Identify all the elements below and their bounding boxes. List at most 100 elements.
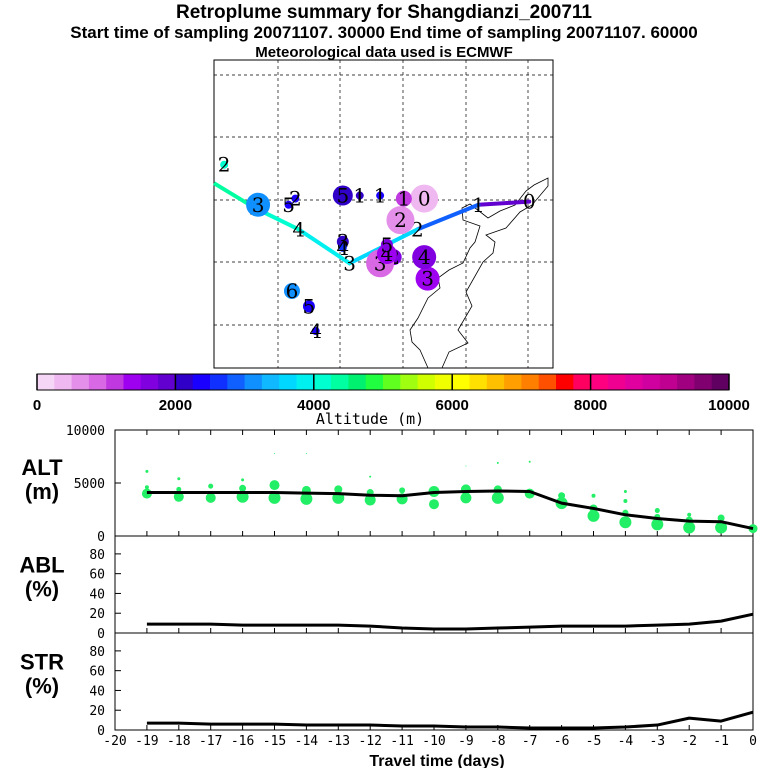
colorbar-tick-label: 8000 [574,397,607,414]
trajectory-day-label: 0 [523,190,536,214]
colorbar-swatch [158,374,176,390]
alt-cluster-point [717,514,725,522]
colorbar-swatch [88,374,107,390]
colorbar-swatch [573,374,592,390]
alt-cluster-point [176,486,182,492]
map-cluster-marker [283,283,300,299]
alt-cluster-point [460,492,472,504]
colorbar-swatch [642,374,661,390]
colorbar-swatch [227,374,246,390]
trajectory-day-label: 1 [472,193,485,217]
x-tick-label: -2 [681,734,697,749]
trajectory-day-label: 2 [411,217,424,241]
alt-cluster-point [623,489,627,493]
colorbar-swatch [244,374,263,390]
map-cluster-marker [376,191,385,200]
y-tick-label: 20 [89,607,105,622]
x-tick-label: -4 [618,734,634,749]
colorbar-swatch [192,374,211,390]
map-cluster-marker [380,238,393,251]
map-cluster-marker [284,200,293,209]
alt-cluster-point [208,483,214,489]
colorbar-swatch [521,374,540,390]
alt-cluster-point [300,492,313,505]
x-tick-label: -15 [263,734,286,749]
colorbar-swatch [504,374,522,390]
colorbar-swatch [175,374,194,390]
trajectory-segment [476,199,532,207]
map-cluster-label: 5 [381,233,394,257]
colorbar-swatch [469,374,488,390]
alt-cluster-point [623,499,628,504]
colorbar-swatch [37,374,55,390]
alt-cluster-point [491,491,504,504]
colorbar-swatch [71,374,90,390]
map-cluster-marker [332,185,353,206]
panel-ylabel: ALT [21,455,63,480]
alt-cluster-point [654,508,660,514]
map-cluster-marker [336,235,349,248]
chart-title: Retroplume summary for Shangdianzi_20071… [175,2,593,23]
y-tick-label: 60 [89,568,105,583]
panel-str: 0 20 40 60 80 STR(%) [20,632,754,739]
alt-cluster-point [305,452,307,454]
alt-cluster-point [399,487,406,494]
panel-alt: 0 5000 10000 ALT(m) [21,424,758,545]
colorbar-swatch [313,374,332,390]
abl-series-line [146,612,754,631]
panel-frame [114,632,754,731]
colorbar-swatch [607,374,626,390]
map-cluster-marker [338,243,347,252]
map-cluster-marker [386,206,415,235]
x-tick-label: -13 [327,734,350,749]
map-cluster-label: 3 [252,193,265,217]
alt-cluster-point [268,491,281,504]
colorbar-swatch [434,374,453,390]
coastline [409,177,549,369]
alt-cluster-point [269,480,280,491]
map-cluster-marker [415,266,440,291]
panel-ylabel: (%) [25,674,59,699]
alt-cluster-point [591,493,596,498]
x-tick-label: -16 [231,734,254,749]
alt-cluster-point [429,499,439,510]
colorbar-swatch [279,374,297,390]
map-cluster-label: 1 [374,184,387,208]
map-cluster-label: 3 [421,267,434,291]
alt-cluster-point [173,491,184,502]
y-tick-label: 10000 [66,424,105,439]
alt-cluster-point [687,512,692,517]
x-tick-label: -14 [295,734,319,749]
trajectory-segment [415,202,481,232]
colorbar-swatch [296,374,315,390]
colorbar-swatch [348,374,367,390]
panel-ylabel: ABL [19,553,64,578]
x-tick-label: -9 [458,734,474,749]
x-tick-label: -6 [554,734,570,749]
panel-ylabel: STR [20,650,64,675]
colorbar-swatch [417,374,436,390]
map-cluster-label: 4 [336,236,349,260]
map-cluster-label: 2 [218,153,231,177]
colorbar-label: Altitude (m) [316,410,424,428]
map-cluster-label: 1 [397,187,410,211]
alt-cluster-point [558,492,566,500]
x-tick-label: -19 [135,734,158,749]
alt-cluster-point [205,492,216,503]
colorbar-tick-label: 0 [33,397,41,414]
map-cluster-marker [220,160,229,169]
x-tick-label: -1 [713,734,729,749]
alt-cluster-point [177,477,181,481]
y-tick-label: 80 [89,548,105,563]
trajectory-day-label: 4 [292,217,305,241]
map-cluster-label: 4 [309,319,322,343]
colorbar-swatch [365,374,384,390]
alt-cluster-point [364,494,376,506]
x-axis-label: Travel time (days) [369,753,504,768]
map-panel: 012345 0111122223333444455556 [212,59,554,369]
colorbar-swatch [486,374,505,390]
map-cluster-marker [246,192,271,217]
y-tick-label: 40 [89,587,105,602]
panel-frame [114,535,754,634]
